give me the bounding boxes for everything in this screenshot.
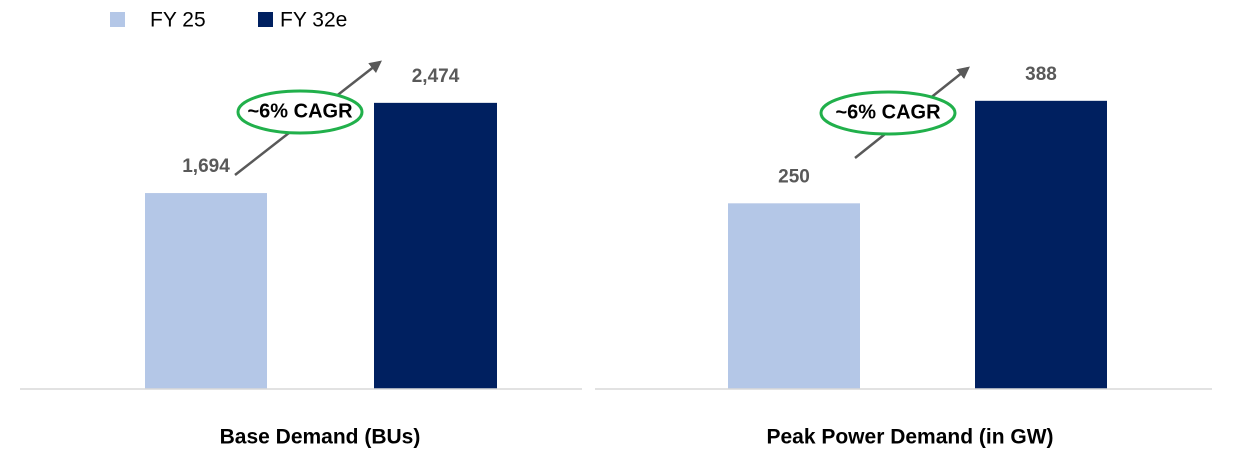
annotation-ring <box>236 89 364 135</box>
bar <box>975 100 1107 389</box>
legend-swatch <box>110 12 125 27</box>
legend-label: FY 32e <box>280 9 347 32</box>
annotation: ~6% CAGR <box>835 101 941 123</box>
annotation-ring <box>819 90 957 136</box>
value-label: 1,694 <box>182 156 230 177</box>
bar <box>145 193 267 389</box>
value-label: 2,474 <box>412 66 460 87</box>
annotation: ~6% CAGR <box>247 100 353 122</box>
value-label: 250 <box>778 166 810 187</box>
bar <box>728 203 860 389</box>
legend-swatch <box>258 12 273 27</box>
x-axis-label: Peak Power Demand (in GW) <box>766 426 1053 449</box>
value-label: 388 <box>1025 64 1057 85</box>
x-axis-label: Base Demand (BUs) <box>220 426 421 449</box>
legend-label: FY 25 <box>150 9 206 32</box>
bar <box>374 102 497 390</box>
